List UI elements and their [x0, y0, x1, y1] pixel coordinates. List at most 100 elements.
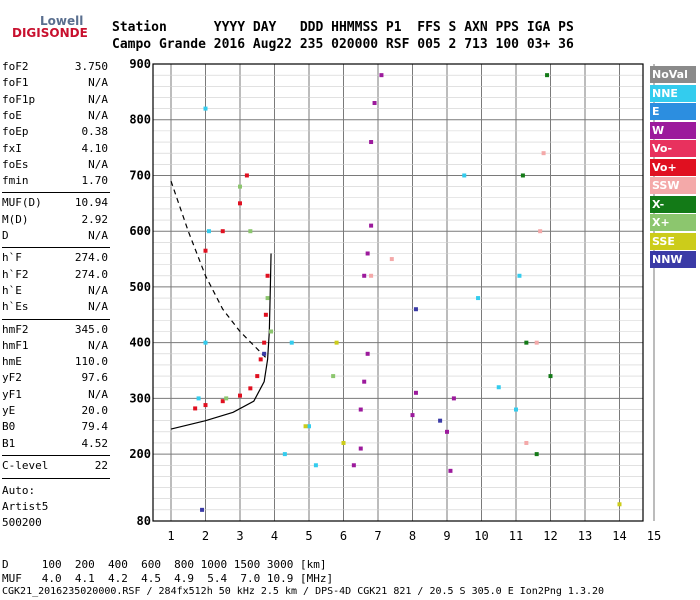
param-label: hmF1: [2, 338, 29, 352]
echo-point: [358, 407, 363, 412]
echo-point: [524, 340, 529, 345]
echo-point: [203, 340, 208, 345]
x-tick-label: 9: [443, 529, 450, 543]
param-value: N/A: [88, 157, 108, 171]
param-value: 3.750: [74, 60, 108, 73]
echo-point: [448, 468, 453, 473]
echo-point: [238, 393, 242, 398]
param-label: foEs: [2, 157, 29, 171]
echo-point: [351, 463, 356, 468]
echo-point: [358, 446, 363, 451]
y-tick-label: 400: [129, 336, 151, 350]
param-value: N/A: [88, 300, 108, 314]
x-tick-label: 7: [374, 529, 381, 543]
echo-point: [265, 296, 270, 301]
y-tick-label: 200: [129, 447, 151, 461]
auto-method: Artist5: [2, 500, 49, 513]
echo-point: [331, 374, 336, 379]
echo-point: [369, 223, 374, 228]
echo-point: [438, 418, 443, 423]
echo-point: [193, 406, 198, 411]
param-label: C-level: [2, 458, 49, 472]
echo-point: [196, 396, 201, 401]
footer-file-line: CGK21_2016235020000.RSF / 284fx512h 50 k…: [2, 586, 605, 597]
param-value: 2.92: [81, 212, 109, 226]
param-label: yE: [2, 404, 16, 417]
header-row1: Station YYYY DAY DDD HHMMSS P1 FFS S AXN…: [112, 20, 574, 35]
echo-point: [341, 440, 346, 445]
x-tick-label: 3: [236, 529, 243, 543]
echo-point: [410, 413, 415, 418]
param-label: fmin: [2, 174, 29, 188]
param-value: 1.70: [81, 174, 109, 188]
param-label: h`Es: [2, 300, 29, 314]
echo-point: [445, 429, 449, 434]
x-tick-label: 5: [305, 529, 312, 543]
param-value: 274.0: [74, 251, 108, 265]
header-row2: Campo Grande 2016 Aug22 235 020000 RSF 0…: [112, 37, 574, 52]
param-label: D: [2, 229, 9, 242]
param-label: yF1: [2, 387, 22, 401]
x-tick-label: 4: [271, 529, 278, 543]
y-tick-label: 600: [129, 224, 151, 238]
y-tick-label: 300: [129, 391, 151, 405]
echo-point: [517, 273, 522, 278]
echo-point: [282, 452, 287, 457]
param-label: foE: [2, 108, 22, 122]
param-value: 4.52: [81, 436, 109, 450]
echo-point: [365, 351, 370, 356]
param-value: 345.0: [74, 322, 108, 336]
x-tick-label: 15: [647, 529, 661, 543]
echo-point: [369, 273, 374, 278]
muf-profile: [170, 180, 269, 360]
echo-point: [238, 201, 242, 206]
echo-point: [206, 229, 211, 234]
echo-point: [372, 101, 377, 106]
echo-point: [534, 340, 539, 345]
x-tick-label: 13: [578, 529, 592, 543]
echo-point: [238, 184, 242, 189]
param-value: 4.10: [81, 141, 109, 155]
logo-line1: Lowell: [40, 14, 84, 28]
echo-point: [476, 296, 481, 301]
param-value: 79.4: [81, 420, 109, 434]
auto-label: Auto:: [2, 484, 36, 497]
param-label: h`E: [2, 283, 22, 297]
auto-code: 500200: [2, 516, 42, 529]
panel-separator: [2, 478, 110, 479]
legend-item-noval: NoVal: [650, 66, 696, 83]
echo-point: [369, 140, 374, 145]
legend-item-w: W: [650, 121, 696, 139]
echo-point: [496, 385, 501, 390]
panel-separator: [2, 192, 110, 194]
y-tick-label: 80: [137, 514, 151, 528]
echo-point: [269, 329, 274, 334]
echo-point: [262, 340, 267, 345]
echo-point: [534, 452, 539, 457]
param-value: 10.94: [74, 196, 108, 210]
echo-point: [220, 229, 225, 234]
x-tick-label: 12: [543, 529, 557, 543]
x-tick-label: 8: [409, 529, 416, 543]
legend-item-e: E: [650, 103, 696, 120]
echo-point: [265, 273, 270, 278]
true-height-profile: [170, 253, 272, 430]
legend-item-sse: SSE: [650, 232, 696, 250]
echo-point: [524, 440, 529, 445]
echo-point: [203, 248, 208, 253]
echo-point: [379, 73, 384, 78]
y-tick-label: 500: [129, 280, 151, 294]
echo-point: [545, 73, 550, 78]
param-label: hmF2: [2, 322, 29, 336]
param-label: yF2: [2, 371, 22, 385]
param-label: B1: [2, 436, 16, 450]
echo-point: [520, 173, 525, 178]
legend-item-ssw: SSW: [650, 177, 696, 194]
param-label: h`F: [2, 251, 22, 265]
param-value: 274.0: [74, 267, 108, 281]
plot-axes: [152, 63, 644, 522]
param-value: 110.0: [74, 355, 108, 369]
param-value: N/A: [88, 229, 108, 242]
legend-item-x-: X+: [650, 214, 696, 231]
